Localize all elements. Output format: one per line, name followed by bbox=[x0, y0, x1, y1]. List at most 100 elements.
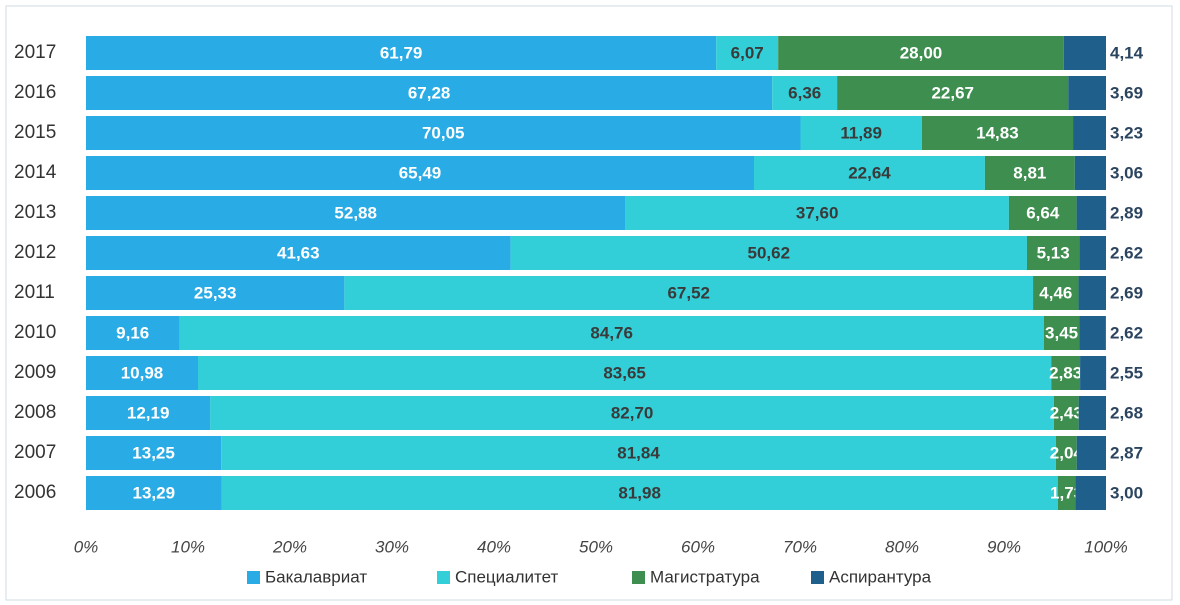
y-tick-label: 2009 bbox=[14, 362, 56, 383]
x-tick-label: 100% bbox=[1084, 537, 1127, 556]
data-label: 2,43 bbox=[1050, 403, 1083, 422]
bar-segment bbox=[1073, 116, 1106, 150]
bar-segment bbox=[1026, 236, 1080, 270]
x-tick-label: 40% bbox=[477, 537, 511, 556]
data-label: 2,55 bbox=[1110, 363, 1143, 382]
bar-segment bbox=[837, 76, 1069, 110]
legend-label: Аспирантура bbox=[829, 567, 932, 586]
data-label: 41,63 bbox=[277, 243, 320, 262]
data-label: 52,88 bbox=[334, 203, 377, 222]
y-tick-label: 2012 bbox=[14, 242, 56, 263]
bar-segment bbox=[86, 116, 801, 150]
data-label: 3,06 bbox=[1110, 163, 1143, 182]
data-label: 2,83 bbox=[1049, 363, 1082, 382]
bar-segment bbox=[210, 396, 1054, 430]
data-label: 14,83 bbox=[976, 123, 1019, 142]
bar-segment bbox=[984, 156, 1075, 190]
y-tick-label: 2015 bbox=[14, 122, 56, 143]
data-label: 3,45 bbox=[1045, 323, 1078, 342]
bar-segment bbox=[86, 396, 211, 430]
bar-segment bbox=[197, 356, 1052, 390]
data-label: 82,70 bbox=[611, 403, 654, 422]
data-label: 13,25 bbox=[132, 443, 175, 462]
bar-segment bbox=[1076, 436, 1106, 470]
bar-segment bbox=[1080, 356, 1107, 390]
bar-segment bbox=[800, 116, 922, 150]
bar-segment bbox=[1074, 156, 1106, 190]
data-label: 4,14 bbox=[1110, 43, 1144, 62]
bar-segment bbox=[1063, 36, 1106, 70]
bar-segment bbox=[1068, 76, 1106, 110]
data-label: 81,84 bbox=[617, 443, 660, 462]
data-label: 11,89 bbox=[840, 123, 882, 142]
bar-segment bbox=[86, 156, 754, 190]
data-label: 65,49 bbox=[399, 163, 442, 182]
data-label: 83,65 bbox=[603, 363, 646, 382]
data-label: 5,13 bbox=[1037, 243, 1070, 262]
bar-segment bbox=[86, 196, 626, 230]
legend-swatch bbox=[247, 571, 260, 584]
legend-label: Магистратура bbox=[650, 567, 760, 586]
bar-segment bbox=[1055, 436, 1077, 470]
x-tick-label: 70% bbox=[783, 537, 817, 556]
x-tick-label: 60% bbox=[681, 537, 715, 556]
data-label: 4,46 bbox=[1039, 283, 1072, 302]
data-label: 2,04 bbox=[1050, 443, 1084, 462]
data-label: 2,62 bbox=[1110, 323, 1143, 342]
data-label: 9,16 bbox=[116, 323, 149, 342]
x-tick-label: 80% bbox=[885, 537, 919, 556]
y-tick-label: 2007 bbox=[14, 442, 56, 463]
bar-segment bbox=[344, 276, 1034, 310]
y-tick-label: 2013 bbox=[14, 202, 56, 223]
y-tick-label: 2014 bbox=[14, 162, 57, 183]
bar-segment bbox=[179, 316, 1044, 350]
data-label: 2,89 bbox=[1110, 203, 1143, 222]
bar-segment bbox=[86, 36, 717, 70]
x-tick-label: 10% bbox=[171, 537, 205, 556]
data-label: 61,79 bbox=[380, 43, 423, 62]
bar-segment bbox=[625, 196, 1009, 230]
y-tick-label: 2010 bbox=[14, 322, 56, 343]
data-label: 22,64 bbox=[848, 163, 891, 182]
x-tick-label: 20% bbox=[272, 537, 307, 556]
y-tick-label: 2008 bbox=[14, 402, 56, 423]
data-label: 25,33 bbox=[194, 283, 237, 302]
data-label: 70,05 bbox=[422, 123, 465, 142]
legend-label: Бакалавриат bbox=[265, 567, 367, 586]
bar-segment bbox=[86, 276, 345, 310]
legend-label: Специалитет bbox=[455, 567, 559, 586]
data-label: 6,64 bbox=[1026, 203, 1060, 222]
bar-segment bbox=[1078, 396, 1106, 430]
data-label: 2,68 bbox=[1110, 403, 1143, 422]
data-label: 3,23 bbox=[1110, 123, 1143, 142]
y-tick-label: 2011 bbox=[14, 282, 55, 303]
data-label: 8,81 bbox=[1013, 163, 1046, 182]
data-label: 12,19 bbox=[127, 403, 170, 422]
legend-swatch bbox=[811, 571, 824, 584]
legend-swatch bbox=[632, 571, 645, 584]
data-label: 2,62 bbox=[1110, 243, 1143, 262]
bar-segment bbox=[1043, 316, 1080, 350]
data-label: 67,28 bbox=[408, 83, 451, 102]
data-label: 6,07 bbox=[731, 43, 764, 62]
data-label: 3,69 bbox=[1110, 83, 1143, 102]
bar-segment bbox=[86, 476, 222, 510]
bar-segment bbox=[1079, 316, 1106, 350]
data-label: 3,00 bbox=[1110, 483, 1143, 502]
bar-segment bbox=[86, 76, 773, 110]
legend-swatch bbox=[437, 571, 450, 584]
data-label: 13,29 bbox=[133, 483, 176, 502]
bar-segment bbox=[1079, 236, 1106, 270]
bar-segment bbox=[86, 236, 511, 270]
y-tick-label: 2017 bbox=[14, 42, 56, 63]
bar-segment bbox=[1075, 476, 1106, 510]
data-label: 2,69 bbox=[1110, 283, 1143, 302]
x-tick-label: 50% bbox=[579, 537, 613, 556]
bar-segment bbox=[1057, 476, 1076, 510]
bar-segment bbox=[510, 236, 1027, 270]
y-tick-label: 2006 bbox=[14, 482, 56, 503]
x-tick-label: 90% bbox=[987, 537, 1021, 556]
bar-segment bbox=[86, 356, 198, 390]
bar-segment bbox=[221, 436, 1056, 470]
